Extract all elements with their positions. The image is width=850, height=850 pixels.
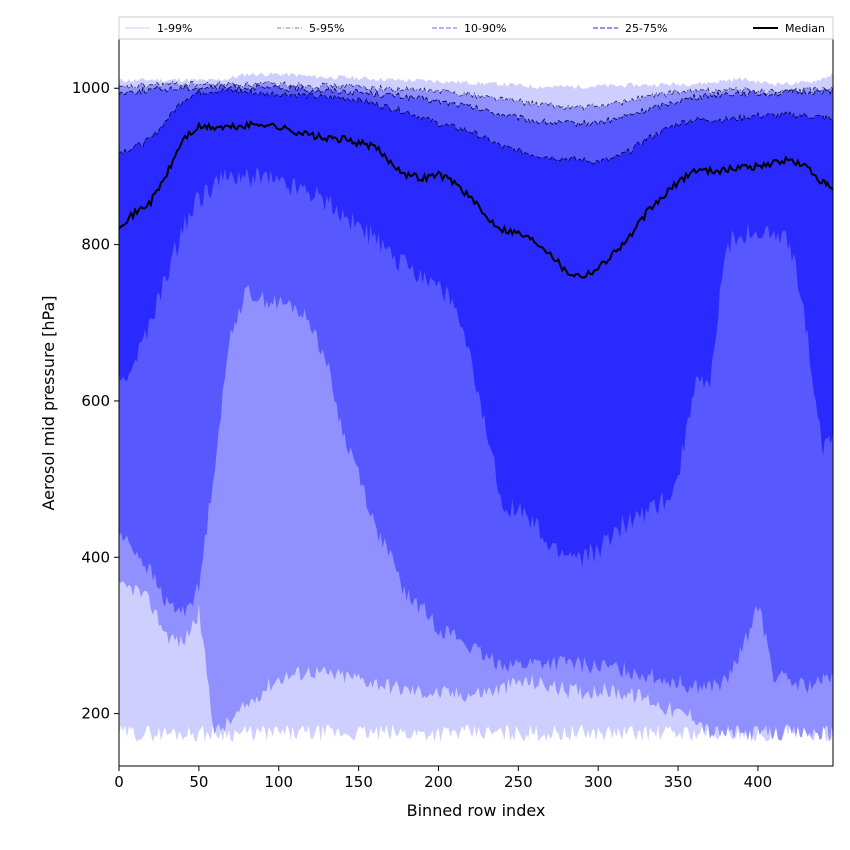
- x-tick-label: 200: [424, 773, 453, 791]
- y-tick-label: 1000: [72, 79, 110, 97]
- legend-box: [118, 16, 834, 40]
- band-25-75pct: [119, 88, 833, 567]
- legend-label: Median: [785, 22, 825, 35]
- y-tick-label: 200: [81, 705, 110, 723]
- legend-label: 25-75%: [625, 22, 667, 35]
- x-tick-label: 300: [584, 773, 613, 791]
- median-line: [119, 120, 833, 279]
- legend: 1-99% 5-95% 10-90% 25-75% Median: [118, 16, 834, 40]
- legend-label: 1-99%: [157, 22, 192, 35]
- y-tick-label: 800: [81, 236, 110, 254]
- x-tick-label: 0: [114, 773, 124, 791]
- y-tick-label: 400: [81, 548, 110, 566]
- legend-label: 5-95%: [309, 22, 344, 35]
- x-tick-label: 150: [344, 773, 373, 791]
- x-axis-title: Binned row index: [407, 801, 546, 820]
- x-tick-label: 400: [744, 773, 773, 791]
- band-edge-25-75pct: [119, 87, 833, 165]
- x-tick-label: 250: [504, 773, 533, 791]
- x-tick-label: 50: [189, 773, 208, 791]
- axes: 0 50 100 150 200 250 300 350 400 200 400 600 800 1000: [72, 38, 834, 791]
- median-layer: [119, 120, 833, 279]
- x-tick-label: 350: [664, 773, 693, 791]
- bands: [119, 72, 833, 742]
- y-tick-label: 600: [81, 392, 110, 410]
- band-edge-10-90pct: [119, 83, 833, 128]
- legend-label: 10-90%: [464, 22, 506, 35]
- y-axis-title: Aerosol mid pressure [hPa]: [39, 295, 58, 510]
- x-tick-label: 100: [264, 773, 293, 791]
